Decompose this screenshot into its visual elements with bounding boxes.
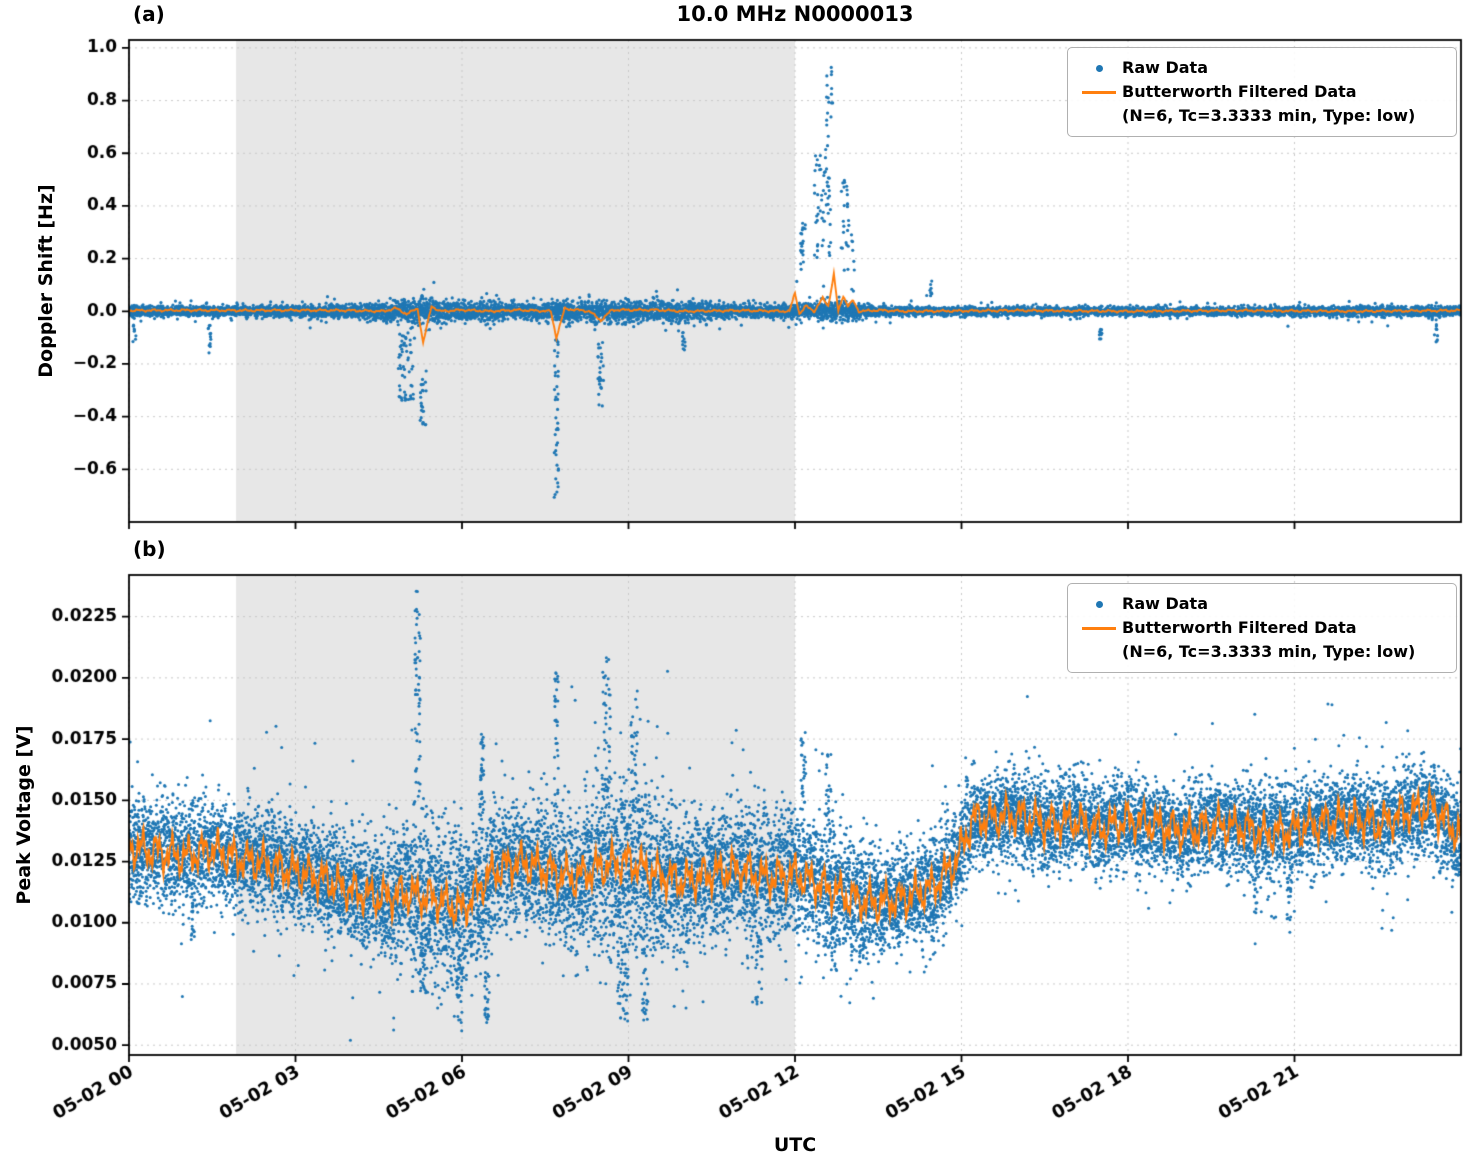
legend-entry-raw: Raw Data bbox=[1076, 592, 1442, 616]
raw-data-dot-marker bbox=[1076, 56, 1122, 72]
panel-a-label: (a) bbox=[133, 2, 165, 26]
legend-filtered-sublabel: (N=6, Tc=3.3333 min, Type: low) bbox=[1122, 642, 1416, 661]
legend-filtered-text: Butterworth Filtered Data (N=6, Tc=3.333… bbox=[1122, 616, 1415, 664]
legend-raw-label: Raw Data bbox=[1122, 58, 1208, 77]
chart-title: 10.0 MHz N0000013 bbox=[676, 2, 914, 26]
raw-data-dot-marker bbox=[1076, 592, 1122, 608]
legend-panel-b: Raw Data Butterworth Filtered Data (N=6,… bbox=[1067, 583, 1457, 673]
filtered-line-marker bbox=[1076, 616, 1122, 630]
x-axis-label: UTC bbox=[773, 1134, 817, 1156]
legend-raw-label: Raw Data bbox=[1122, 594, 1208, 613]
filtered-line-marker bbox=[1076, 80, 1122, 94]
legend-entry-filtered: Butterworth Filtered Data (N=6, Tc=3.333… bbox=[1076, 80, 1442, 128]
legend-filtered-text: Butterworth Filtered Data (N=6, Tc=3.333… bbox=[1122, 80, 1415, 128]
legend-panel-a: Raw Data Butterworth Filtered Data (N=6,… bbox=[1067, 47, 1457, 137]
y-axis-label-voltage: Peak Voltage [V] bbox=[13, 725, 35, 905]
legend-filtered-label: Butterworth Filtered Data bbox=[1122, 618, 1357, 637]
legend-filtered-label: Butterworth Filtered Data bbox=[1122, 82, 1357, 101]
panel-b-label: (b) bbox=[133, 537, 166, 561]
y-axis-label-doppler: Doppler Shift [Hz] bbox=[35, 184, 57, 378]
legend-entry-raw: Raw Data bbox=[1076, 56, 1442, 80]
legend-entry-filtered: Butterworth Filtered Data (N=6, Tc=3.333… bbox=[1076, 616, 1442, 664]
legend-filtered-sublabel: (N=6, Tc=3.3333 min, Type: low) bbox=[1122, 106, 1416, 125]
